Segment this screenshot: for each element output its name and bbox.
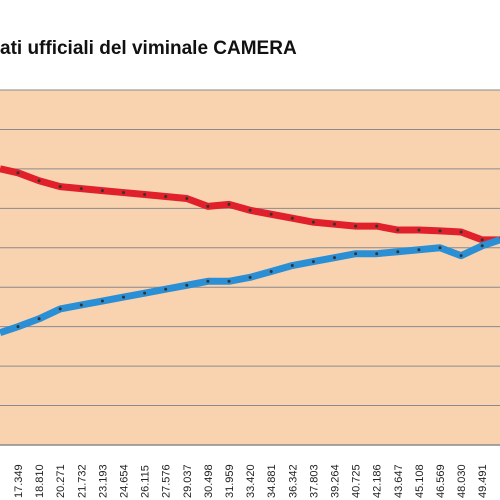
data-point [438, 229, 442, 233]
x-tick-label: 36.342 [287, 464, 299, 498]
series-red [0, 165, 500, 244]
x-tick-label: 39.264 [330, 464, 342, 498]
data-point [206, 279, 210, 283]
data-point [185, 283, 189, 287]
data-point [396, 250, 400, 254]
x-axis-tick-labels: 17.349 18.810 20.271 21.732 23.193 24.654 26.1… [13, 464, 489, 498]
data-point [480, 238, 484, 242]
data-point [333, 222, 336, 226]
data-point [227, 202, 231, 206]
x-tick-label: 24.654 [119, 464, 131, 498]
data-point [269, 269, 273, 273]
data-point [100, 189, 104, 193]
data-point [438, 246, 442, 250]
data-point [16, 171, 20, 175]
x-tick-label: 23.193 [97, 464, 109, 498]
x-tick-label: 37.803 [308, 464, 320, 498]
data-point [269, 212, 273, 216]
data-point [16, 325, 20, 329]
x-tick-label: 20.271 [55, 464, 67, 498]
data-point [248, 275, 252, 279]
series-lines [0, 165, 500, 336]
data-point [480, 244, 484, 248]
data-point [311, 220, 315, 224]
data-point [58, 185, 62, 189]
data-point [396, 228, 400, 232]
data-point [459, 254, 463, 258]
x-tick-label: 34.881 [266, 464, 278, 498]
x-tick-label: 29.037 [182, 464, 194, 498]
x-tick-label: 33.420 [245, 464, 257, 498]
data-point [143, 291, 147, 295]
data-point [206, 204, 210, 208]
x-tick-label: 40.725 [351, 464, 363, 498]
data-point [79, 187, 83, 191]
data-point [354, 224, 358, 228]
data-point [122, 295, 125, 299]
data-point [58, 307, 62, 311]
x-tick-label: 31.959 [224, 464, 236, 498]
x-tick-label: 45.108 [414, 464, 426, 498]
x-tick-label: 43.647 [393, 464, 405, 498]
gridlines [0, 89, 500, 446]
x-tick-label: 42.186 [372, 464, 384, 498]
data-point [37, 179, 41, 183]
data-point [248, 208, 252, 212]
x-tick-label: 21.732 [76, 464, 88, 498]
data-point [164, 195, 168, 198]
data-point [375, 224, 379, 228]
data-point [311, 260, 315, 264]
x-tick-label: 49.491 [477, 464, 489, 498]
x-tick-label: 46.569 [435, 464, 447, 498]
data-point [459, 230, 463, 234]
data-point [417, 228, 421, 232]
x-tick-label: 30.498 [203, 464, 215, 498]
x-tick-label: 48.030 [456, 464, 468, 498]
data-point [290, 264, 294, 268]
data-point [354, 252, 358, 256]
data-point [79, 303, 83, 307]
data-point [417, 248, 421, 252]
data-point [164, 287, 168, 291]
data-point [143, 193, 147, 197]
x-tick-label: 18.810 [34, 464, 46, 498]
data-point [375, 252, 379, 256]
data-point [100, 299, 104, 303]
series-blue [0, 236, 500, 336]
data-point [333, 256, 336, 260]
plot-area [0, 90, 500, 445]
x-tick-label: 26.115 [140, 465, 152, 498]
data-point [185, 196, 189, 200]
data-point [227, 279, 231, 283]
chart-title: ati ufficiali del viminale CAMERA [0, 38, 297, 59]
data-point [37, 317, 41, 321]
x-tick-label: 27.576 [161, 464, 173, 498]
data-point [290, 216, 294, 220]
data-point [122, 191, 125, 195]
x-tick-label: 17.349 [13, 464, 25, 498]
